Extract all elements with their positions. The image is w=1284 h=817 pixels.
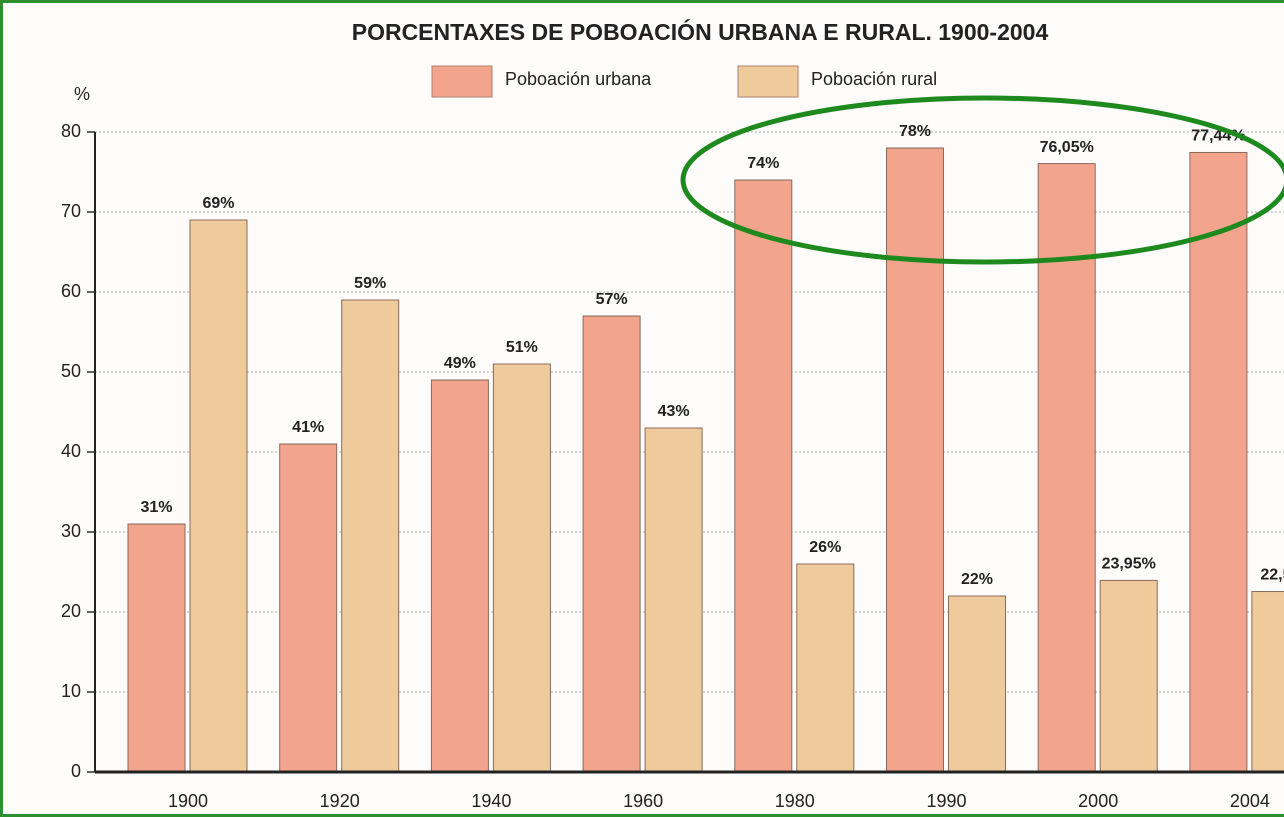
y-tick-label: 10 (61, 681, 81, 701)
y-tick-label: 50 (61, 361, 81, 381)
x-tick-label: 1940 (471, 791, 511, 811)
y-tick-label: 30 (61, 521, 81, 541)
legend-label: Poboación rural (811, 69, 937, 89)
bar (644, 427, 703, 773)
value-label: 22,56 (1260, 567, 1284, 584)
y-axis-label: % (74, 84, 90, 104)
x-tick-label: 1920 (320, 791, 360, 811)
legend-swatch (737, 65, 799, 98)
x-tick-label: 2004 (1230, 791, 1270, 811)
bar (734, 179, 793, 773)
bar (948, 595, 1006, 773)
value-label: 78% (899, 123, 931, 140)
value-label: 26% (809, 539, 841, 556)
value-label: 31% (140, 499, 172, 516)
bar (1189, 151, 1248, 773)
legend-swatch (431, 65, 493, 98)
chart-title: PORCENTAXES DE POBOACIÓN URBANA E RURAL.… (352, 18, 1049, 45)
x-tick-label: 1900 (168, 791, 208, 811)
y-tick-label: 60 (61, 281, 81, 301)
value-label: 57% (596, 291, 628, 308)
value-label: 43% (658, 403, 690, 420)
y-tick-label: 70 (61, 201, 81, 221)
value-label: 23,95% (1102, 556, 1156, 573)
y-tick-label: 0 (71, 761, 81, 781)
bar (430, 379, 489, 773)
value-label: 51% (506, 339, 538, 356)
value-label: 69% (202, 195, 234, 212)
bar (189, 219, 248, 773)
x-tick-label: 1960 (623, 791, 663, 811)
value-label: 76,05% (1040, 139, 1094, 156)
x-tick-label: 1990 (926, 791, 966, 811)
bar (279, 443, 338, 773)
value-label: 49% (444, 355, 476, 372)
bar (886, 147, 944, 773)
value-label: 41% (292, 419, 324, 436)
value-label: 59% (354, 275, 386, 292)
value-label: 22% (961, 571, 993, 588)
bar (1251, 591, 1284, 773)
y-tick-label: 80 (61, 121, 81, 141)
x-tick-label: 1980 (775, 791, 815, 811)
x-tick-label: 2000 (1078, 791, 1118, 811)
annotation-ellipse (680, 95, 1284, 265)
bar (492, 363, 551, 773)
bar (582, 315, 641, 773)
value-label: 74% (747, 155, 779, 172)
bar (796, 563, 855, 773)
plot: 0 10 20 30 40 50 60 70 80 Poboación urbana Poboaci… (61, 65, 1284, 811)
bar (1099, 579, 1158, 773)
bar (341, 299, 400, 773)
bar (127, 523, 186, 773)
legend-label: Poboación urbana (505, 69, 652, 89)
y-tick-label: 20 (61, 601, 81, 621)
y-tick-label: 40 (61, 441, 81, 461)
